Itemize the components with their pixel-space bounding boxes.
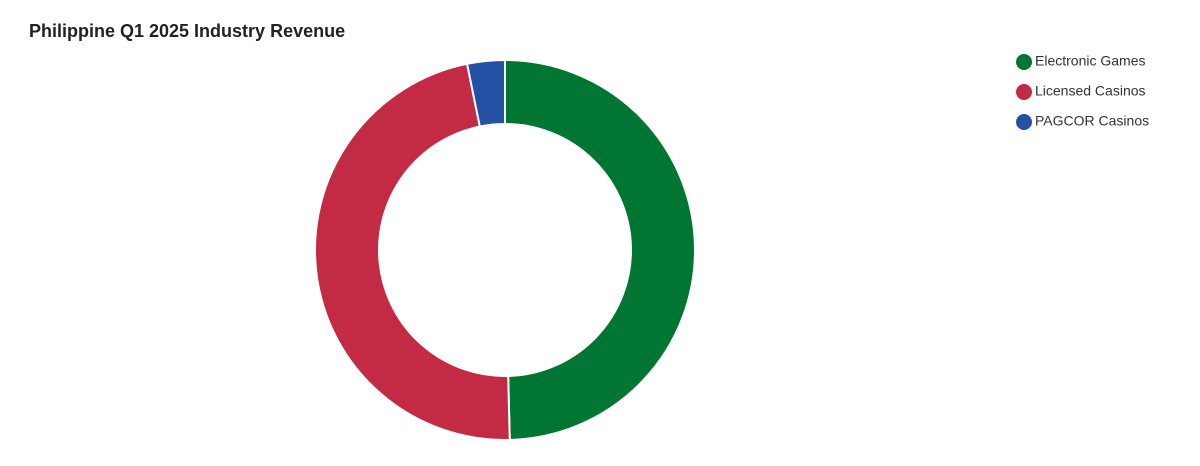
- chart-title: Philippine Q1 2025 Industry Revenue: [29, 21, 345, 41]
- legend-marker: [1016, 54, 1032, 70]
- legend-marker: [1016, 84, 1032, 100]
- legend-label: Licensed Casinos: [1035, 83, 1146, 99]
- legend-label: Electronic Games: [1035, 53, 1145, 69]
- donut-slice: [314, 62, 511, 441]
- legend-marker: [1016, 114, 1032, 130]
- donut-slice: [504, 58, 696, 441]
- donut-slice: [465, 58, 506, 128]
- legend-label: PAGCOR Casinos: [1035, 113, 1149, 129]
